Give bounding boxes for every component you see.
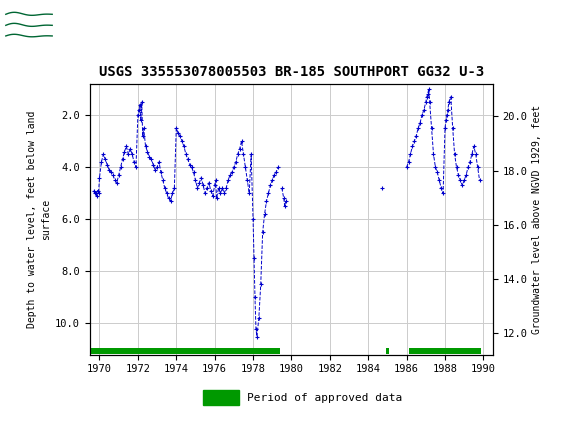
Y-axis label: Depth to water level, feet below land
surface: Depth to water level, feet below land su… — [27, 111, 51, 328]
Title: USGS 335553078005503 BR-185 SOUTHPORT GG32 U-3: USGS 335553078005503 BR-185 SOUTHPORT GG… — [99, 64, 484, 79]
Bar — [90, 347, 280, 354]
Bar — [203, 390, 239, 405]
Text: USGS: USGS — [59, 12, 114, 29]
Bar — [386, 347, 389, 354]
Bar — [5, 3, 54, 37]
Bar — [408, 347, 480, 354]
Y-axis label: Groundwater level above NGVD 1929, feet: Groundwater level above NGVD 1929, feet — [532, 105, 542, 334]
Text: Period of approved data: Period of approved data — [247, 393, 403, 403]
